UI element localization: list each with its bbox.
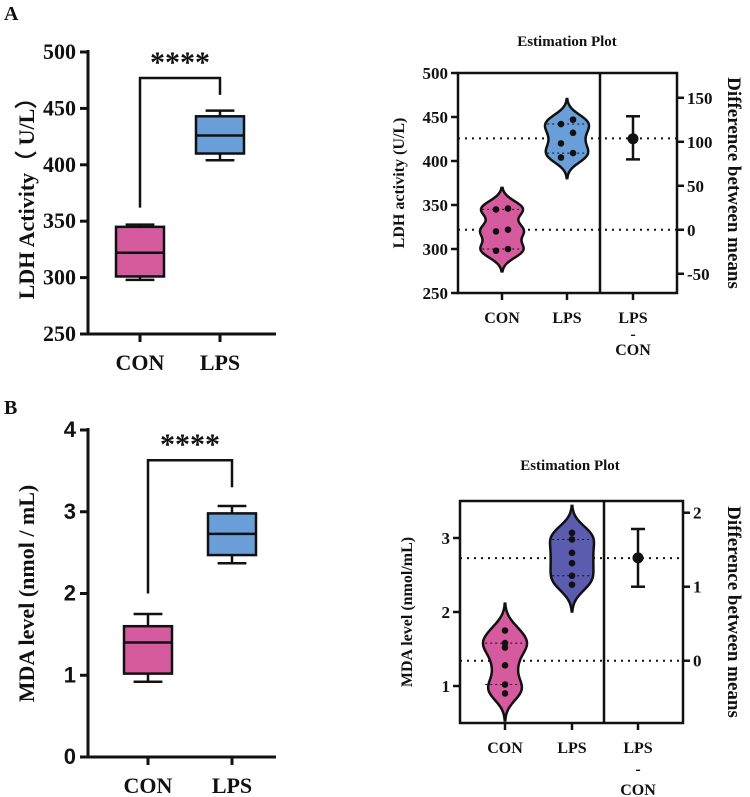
y-tick-label: 350 [43, 208, 76, 233]
x-tick-label: LPS [552, 310, 581, 327]
y-tick-label: 3 [64, 499, 76, 524]
y-tick-label: 0 [64, 744, 76, 769]
data-point [568, 559, 576, 567]
plot-title: Estimation Plot [520, 458, 620, 474]
difference-mean-point [632, 552, 644, 564]
panel-label-b: B [4, 397, 17, 419]
y-tick-label: 4 [64, 417, 77, 442]
data-point [492, 206, 500, 213]
violin-lps [548, 504, 596, 613]
y-tick-label: 500 [43, 39, 76, 64]
x-tick-label: LPS [212, 773, 252, 797]
data-point [568, 549, 576, 557]
y-tick-label: 2 [64, 581, 76, 606]
data-point [492, 247, 500, 255]
right-y-tick-label: 150 [687, 89, 713, 108]
data-point [568, 572, 576, 580]
x-tick-label: CON [487, 740, 523, 757]
data-point [569, 129, 577, 137]
difference-mean-point [627, 133, 639, 145]
difference-label: CON [615, 342, 651, 359]
x-tick-label: LPS [557, 740, 586, 757]
data-point [568, 529, 576, 537]
data-point [557, 120, 565, 128]
y-tick-label: 400 [423, 152, 449, 171]
y-tick-label: 450 [423, 108, 449, 127]
data-point [492, 228, 500, 235]
plot-title: Estimation Plot [517, 34, 617, 50]
significance-bracket [146, 458, 234, 594]
y-axis-label: LDH Activity（ U/L） [14, 87, 39, 300]
right-y-tick-label: 2 [693, 504, 702, 523]
panel-label-a: A [4, 3, 19, 25]
right-y-tick-label: 0 [687, 221, 696, 240]
data-point [501, 690, 509, 697]
data-point [569, 149, 577, 157]
data-point [501, 661, 509, 669]
y-tick-label: 400 [43, 152, 76, 177]
data-point [504, 205, 512, 212]
right-y-tick-label: -50 [687, 265, 710, 284]
y-tick-label: 1 [64, 662, 76, 687]
y-tick-label: 250 [423, 284, 449, 303]
violin-lps [543, 97, 591, 180]
y-axis-label: MDA level (nmol / mL) [14, 485, 39, 703]
data-point [504, 245, 512, 253]
data-point [501, 627, 509, 634]
y-tick-label: 2 [442, 603, 451, 622]
y-axis-label: LDH activity (U/L) [391, 118, 408, 249]
significance-stars: **** [160, 428, 220, 461]
data-point [557, 140, 565, 147]
y-tick-label: 1 [442, 677, 451, 696]
y-tick-label: 250 [43, 321, 76, 346]
difference-label: LPS [618, 310, 647, 327]
x-tick-label: LPS [200, 350, 240, 375]
data-point [504, 226, 512, 233]
significance-stars: **** [150, 46, 210, 79]
y-tick-label: 450 [43, 95, 76, 120]
box-con [122, 624, 174, 675]
right-y-tick-label: 0 [693, 652, 702, 671]
data-point [569, 116, 577, 123]
difference-label: CON [620, 782, 656, 797]
y-tick-label: 300 [423, 240, 449, 259]
y-tick-label: 500 [423, 64, 449, 83]
right-y-axis-label: Difference between means [723, 506, 744, 718]
y-tick-label: 300 [43, 265, 76, 290]
difference-label: - [630, 326, 635, 343]
y-tick-label: 3 [442, 529, 451, 548]
violin-con [478, 186, 526, 273]
right-y-tick-label: 100 [687, 133, 713, 152]
data-point [568, 581, 576, 588]
x-tick-label: CON [124, 773, 173, 797]
violin-con [481, 602, 529, 722]
y-axis-label: MDA level (nmol/mL) [399, 537, 416, 687]
difference-label: LPS [623, 740, 652, 757]
data-point [501, 681, 509, 688]
x-tick-label: CON [116, 350, 165, 375]
difference-label: - [635, 761, 640, 778]
significance-bracket [138, 76, 222, 208]
x-tick-label: CON [484, 310, 520, 327]
y-tick-label: 350 [423, 196, 449, 215]
data-point [501, 639, 509, 647]
right-y-tick-label: 50 [687, 177, 704, 196]
data-point [557, 154, 565, 161]
data-point [568, 536, 576, 543]
right-y-axis-label: Difference between means [723, 77, 744, 289]
right-y-tick-label: 1 [693, 578, 702, 597]
